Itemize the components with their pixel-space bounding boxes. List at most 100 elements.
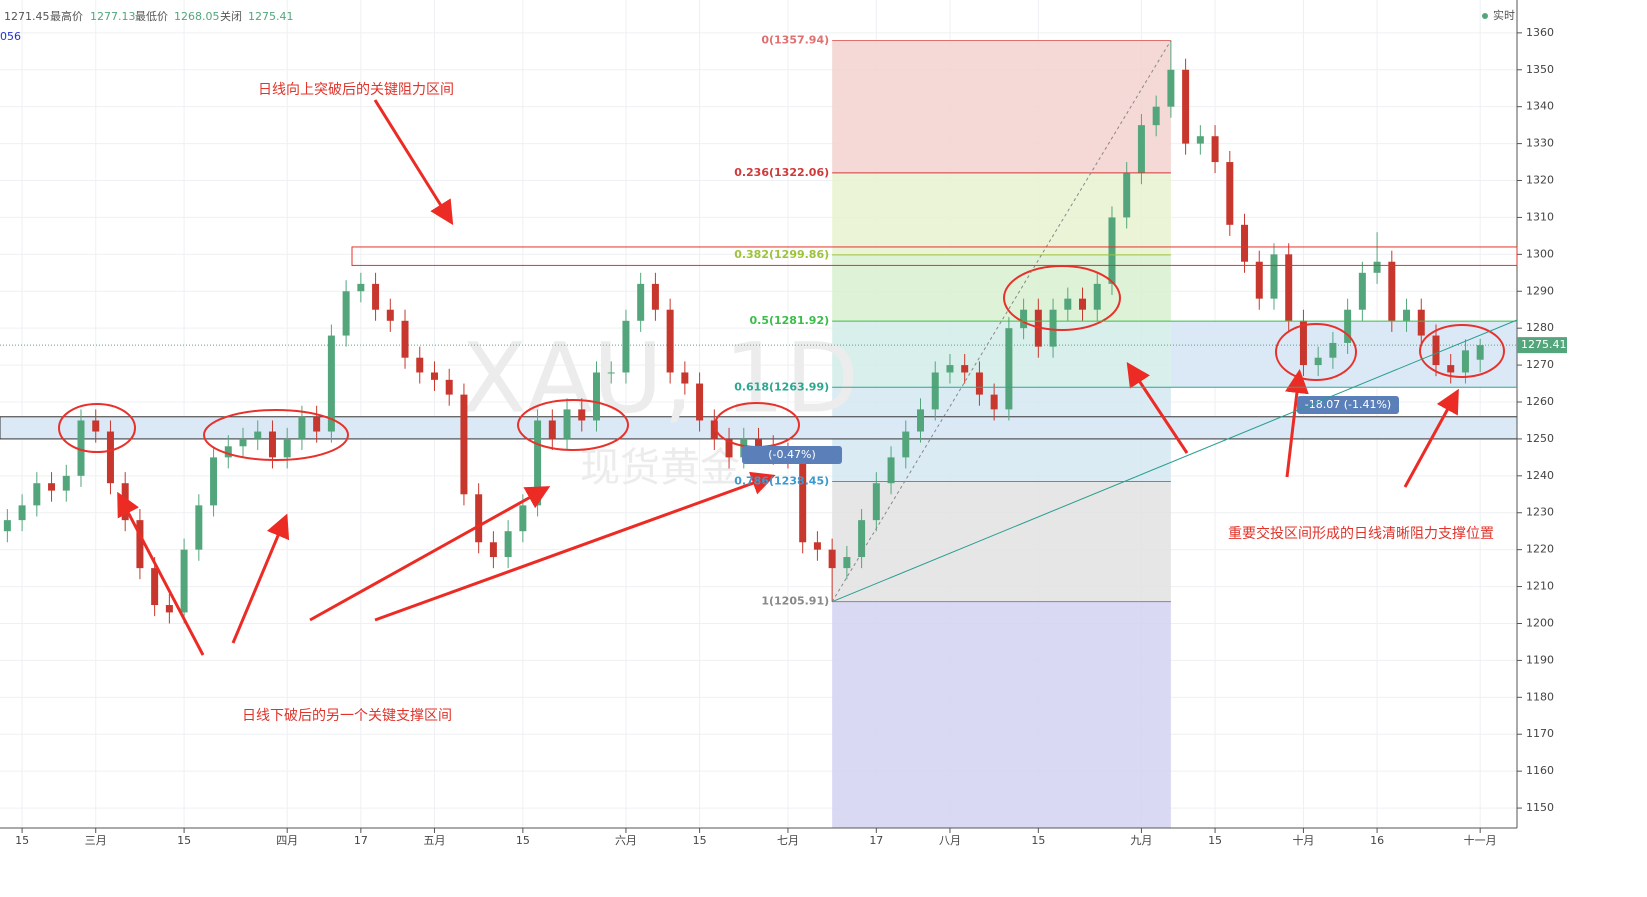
candle-body <box>1299 320 1307 366</box>
candle-body <box>563 409 571 439</box>
x-tick-label: 七月 <box>777 834 799 847</box>
y-tick-label: 1360 <box>1526 26 1554 39</box>
candle-body <box>872 483 880 521</box>
candle-body <box>445 379 453 395</box>
x-tick-label: 八月 <box>939 834 961 847</box>
candle-body <box>1447 365 1455 373</box>
fib-label: 0.618(1263.99) <box>734 380 829 393</box>
y-tick-label: 1190 <box>1526 653 1554 666</box>
candle-body <box>77 420 85 476</box>
candle-body <box>210 457 218 506</box>
candle-body <box>637 283 645 321</box>
fib-zone <box>832 601 1171 828</box>
candle-body <box>1079 298 1087 310</box>
y-tick-label: 1240 <box>1526 469 1554 482</box>
y-tick-label: 1210 <box>1526 580 1554 593</box>
candle-body <box>887 457 895 484</box>
candle-body <box>313 416 321 432</box>
live[interactable]: 实时 <box>1493 8 1515 22</box>
candle-body <box>386 309 394 321</box>
candle-body <box>799 457 807 543</box>
candle-body <box>48 483 56 491</box>
candle-body <box>401 320 409 358</box>
candle-body <box>813 542 821 550</box>
resistance-zone <box>351 246 1518 266</box>
candle-body <box>828 549 836 569</box>
y-tick-label: 1180 <box>1526 690 1554 703</box>
fib-zone <box>832 254 1171 322</box>
candle-body <box>607 372 615 374</box>
y-tick-label: 1280 <box>1526 321 1554 334</box>
candle-body <box>1049 309 1057 347</box>
candle-body <box>1403 309 1411 321</box>
x-tick-label: 15 <box>1031 834 1045 847</box>
candle-body <box>1285 254 1293 321</box>
candle-body <box>666 309 674 373</box>
y-tick-label: 1270 <box>1526 358 1554 371</box>
candle-body <box>710 420 718 439</box>
candle-body <box>681 372 689 384</box>
x-tick-label: 十月 <box>1292 833 1314 847</box>
x-tick-label: 15 <box>15 834 29 847</box>
candle-body <box>534 420 542 506</box>
candle-body <box>917 409 925 432</box>
value: 1275.41 <box>248 10 294 23</box>
candle-body <box>975 372 983 395</box>
candle-body <box>92 420 100 432</box>
header: 1271.45 最高价 1277.13 最低价 1268.05 关闭 1275.… <box>0 8 1515 43</box>
candle-body <box>1064 298 1072 310</box>
candle-body <box>283 438 291 458</box>
candle-body <box>416 357 424 373</box>
candle-body <box>1358 272 1366 310</box>
candle-body <box>1196 136 1204 144</box>
candle-body <box>1211 136 1219 163</box>
candle-body <box>1137 125 1145 174</box>
x-tick-label: 15 <box>1208 834 1222 847</box>
x-tick-label: 三月 <box>85 834 107 847</box>
candle-body <box>1108 217 1116 284</box>
x-tick-label: 九月 <box>1130 834 1152 847</box>
candle-body <box>489 542 497 558</box>
fib-label: 1(1205.91) <box>761 595 829 608</box>
candle-body <box>342 291 350 336</box>
y-tick-label: 1170 <box>1526 727 1554 740</box>
fib-diagonal <box>831 40 1172 602</box>
fib-zone <box>832 321 1171 388</box>
candle-body <box>1432 335 1440 366</box>
value: 1268.05 <box>174 10 220 23</box>
annotation: 重要交投区间形成的日线清晰阻力支撑位置 <box>1228 525 1494 542</box>
x-tick-label: 17 <box>869 834 883 847</box>
fib-zone <box>832 40 1171 173</box>
x-tick-label: 15 <box>516 834 530 847</box>
x-tick-label: 15 <box>693 834 707 847</box>
y-tick-label: 1320 <box>1526 174 1554 187</box>
y-tick-label: 1260 <box>1526 395 1554 408</box>
watermark: XAU, 1D <box>461 322 859 434</box>
candle-body <box>1020 309 1028 329</box>
value: 1277.13 <box>90 10 136 23</box>
y-tick-label: 1290 <box>1526 284 1554 297</box>
y-tick-label: 1300 <box>1526 247 1554 260</box>
fib-label: 0.786(1238.45) <box>734 475 829 488</box>
candle-body <box>1241 224 1249 262</box>
candle-body <box>224 446 232 458</box>
x-tick-label: 五月 <box>423 834 445 847</box>
measure-label: -18.07 (-1.41%) <box>1305 398 1391 411</box>
candle-body <box>651 283 659 310</box>
candle-body <box>357 283 365 292</box>
arrows <box>117 99 1459 656</box>
candle-body <box>843 557 851 569</box>
candle-body <box>372 283 380 310</box>
candle-body <box>1314 357 1322 366</box>
y-tick-label: 1310 <box>1526 210 1554 223</box>
measure-label: (-0.47%) <box>768 448 816 461</box>
annotation: 日线向上突破后的关键阻力区间 <box>258 82 454 98</box>
label: 最高价 <box>50 9 83 23</box>
candle-body <box>1152 106 1160 126</box>
candle-body <box>430 372 438 380</box>
candle-body <box>460 394 468 495</box>
candle-body <box>1226 162 1234 225</box>
watermark-sub: 现货黄金 <box>580 445 740 491</box>
left-tag: 056 <box>0 30 21 43</box>
